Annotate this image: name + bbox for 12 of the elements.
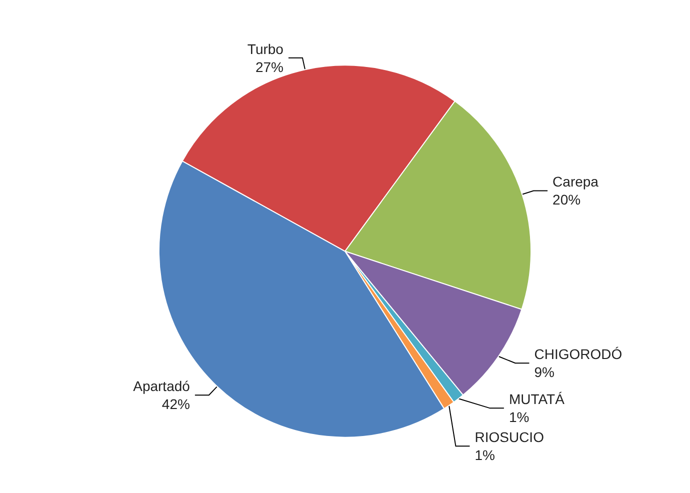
data-label: 1% <box>474 447 495 464</box>
data-label: 20% <box>552 192 581 208</box>
data-label: 1% <box>508 409 530 426</box>
slice-label: Carepa <box>552 174 599 190</box>
slice-label: Apartadó <box>133 378 190 394</box>
data-label: 9% <box>534 364 554 380</box>
slice-label: CHIGORODÓ <box>534 346 622 362</box>
data-label: 27% <box>255 58 284 75</box>
slice-label: RIOSUCIO <box>474 429 544 446</box>
slice-label: MUTATÁ <box>508 391 566 408</box>
slice-label: Turbo <box>247 40 284 57</box>
data-label: 42% <box>162 396 190 412</box>
